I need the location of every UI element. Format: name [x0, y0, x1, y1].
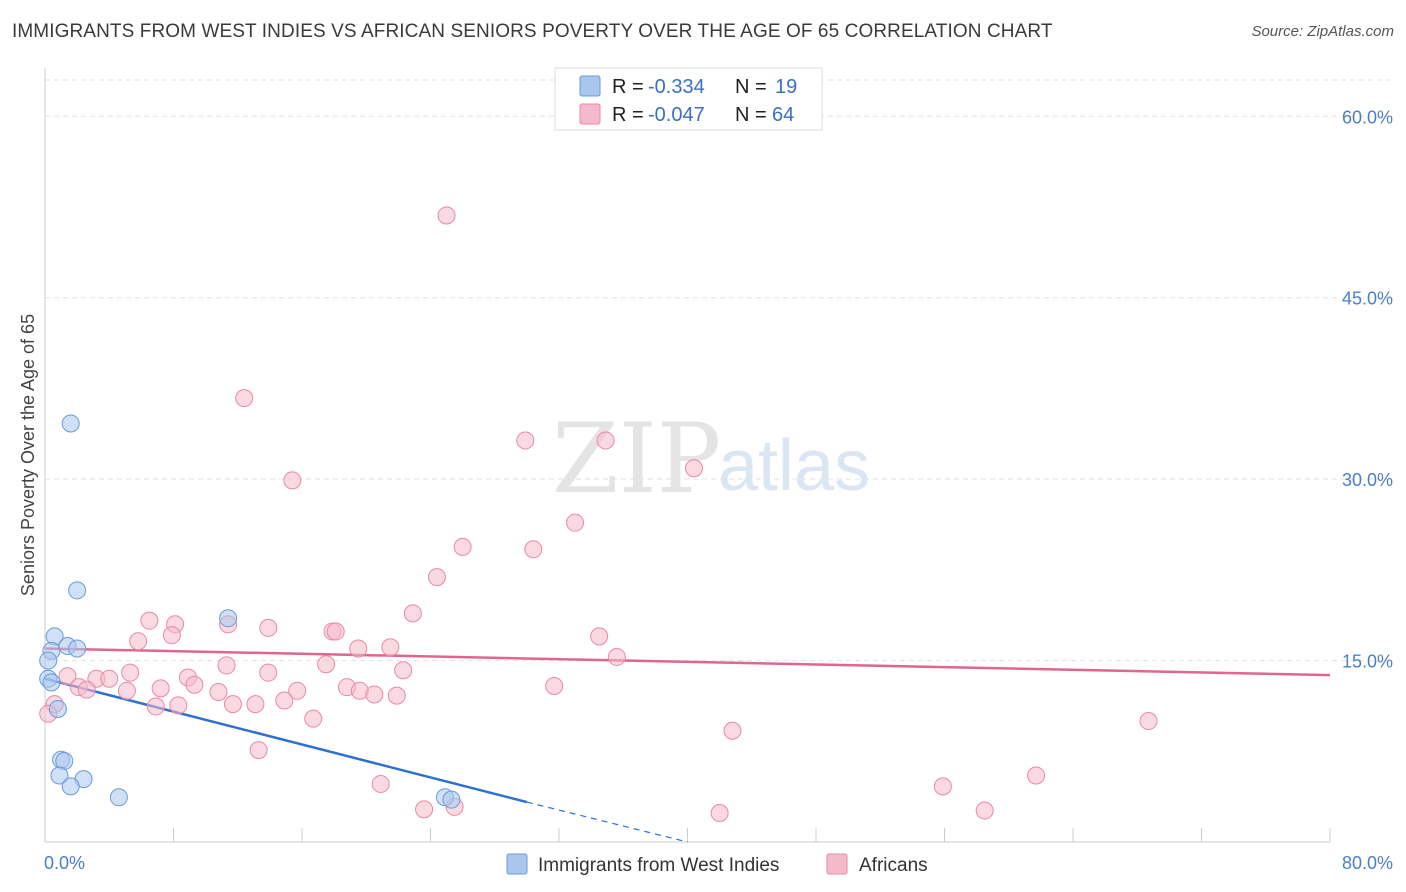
x-tick-labels: 0.0% 80.0% [44, 853, 1393, 873]
watermark: ZIP atlas [552, 403, 870, 515]
africans-point [403, 604, 422, 623]
west-indies-point [442, 790, 461, 809]
legend-n-label: N = [735, 76, 767, 98]
africans-point [223, 695, 242, 714]
africans-point [259, 663, 278, 682]
watermark-zip: ZIP [552, 403, 721, 515]
africans-point [437, 206, 456, 225]
legend-swatch-west-indies [579, 75, 601, 97]
africans-point [275, 691, 294, 710]
africans-point [259, 618, 278, 637]
africans-point [371, 774, 390, 793]
africans-point [427, 568, 446, 587]
africans-point [140, 611, 159, 630]
legend-r-value: -0.334 [648, 76, 705, 98]
bottom-legend-label-west-indies: Immigrants from West Indies [538, 855, 779, 876]
legend-swatch-africans [579, 103, 601, 125]
y-tick-label: 60.0% [1342, 107, 1393, 127]
africans-point [1027, 766, 1046, 785]
africans-point [217, 656, 236, 675]
africans-point [162, 626, 181, 645]
africans-point [415, 800, 434, 819]
bottom-legend-swatch-africans [826, 853, 848, 875]
west-indies-point [61, 777, 80, 796]
africans-trend-line [44, 647, 1331, 677]
chart-title: IMMIGRANTS FROM WEST INDIES VS AFRICAN S… [12, 21, 1053, 42]
watermark-atlas: atlas [718, 426, 870, 506]
y-tick-labels: 15.0% 30.0% 45.0% 60.0% [1342, 107, 1393, 671]
africans-point [590, 627, 609, 646]
africans-point [453, 537, 472, 556]
west-indies-trend-extension [526, 801, 688, 843]
bottom-legend-swatch-west-indies [506, 853, 528, 875]
bottom-legend-label-africans: Africans [859, 855, 928, 876]
west-indies-point [39, 651, 58, 670]
legend-n-value: 64 [772, 104, 794, 126]
africans-point [381, 638, 400, 657]
west-indies-point [68, 639, 87, 658]
africans-point [607, 647, 626, 666]
africans-point [566, 513, 585, 532]
west-indies-point [50, 766, 69, 785]
data-points [39, 206, 1158, 822]
africans-point [317, 655, 336, 674]
west-indies-point [219, 609, 238, 628]
africans-point [151, 679, 170, 698]
y-tick-label: 30.0% [1342, 470, 1393, 490]
x-tick-label-min: 0.0% [44, 853, 85, 873]
africans-point [283, 471, 302, 490]
legend-n-label: N = [735, 104, 767, 126]
africans-point [349, 639, 368, 658]
africans-point [723, 721, 742, 740]
africans-point [146, 697, 165, 716]
legend-r-label: R = [612, 104, 644, 126]
y-tick-label: 15.0% [1342, 652, 1393, 672]
bottom-legend: Immigrants from West Indies Africans [506, 853, 928, 876]
africans-point [516, 431, 535, 450]
africans-point [246, 695, 265, 714]
trend-lines [44, 647, 1331, 843]
west-indies-point [61, 414, 80, 433]
west-indies-point [109, 788, 128, 807]
africans-point [117, 681, 136, 700]
africans-point [387, 686, 406, 705]
africans-point [169, 696, 188, 715]
africans-point [394, 661, 413, 680]
africans-point [326, 622, 345, 641]
africans-point [684, 459, 703, 478]
africans-point [185, 675, 204, 694]
x-tick-label-max: 80.0% [1342, 853, 1393, 873]
africans-point [121, 663, 140, 682]
legend-n-value: 19 [775, 76, 797, 98]
y-axis-label: Seniors Poverty Over the Age of 65 [18, 314, 38, 596]
africans-point [365, 685, 384, 704]
africans-point [58, 667, 77, 686]
grid-lines [45, 79, 1392, 662]
y-tick-label: 45.0% [1342, 289, 1393, 309]
africans-point [235, 389, 254, 408]
africans-point [249, 741, 268, 760]
africans-point [596, 431, 615, 450]
africans-point [304, 709, 323, 728]
africans-point [77, 680, 96, 699]
west-indies-point [68, 581, 87, 600]
source-label: Source: ZipAtlas.com [1251, 23, 1394, 40]
africans-point [1139, 712, 1158, 731]
africans-point [975, 801, 994, 820]
africans-point [129, 632, 148, 651]
africans-point [524, 540, 543, 559]
legend-r-label: R = [612, 76, 644, 98]
top-legend: R = -0.334 N = 19 R = -0.047 N = 64 [554, 67, 823, 131]
africans-point [545, 676, 564, 695]
africans-point [100, 669, 119, 688]
africans-point [288, 681, 307, 700]
africans-point [209, 683, 228, 702]
west-indies-point [48, 699, 67, 718]
africans-point [933, 777, 952, 796]
africans-point [710, 803, 729, 822]
legend-r-value: -0.047 [648, 104, 705, 126]
west-indies-point [42, 673, 61, 692]
